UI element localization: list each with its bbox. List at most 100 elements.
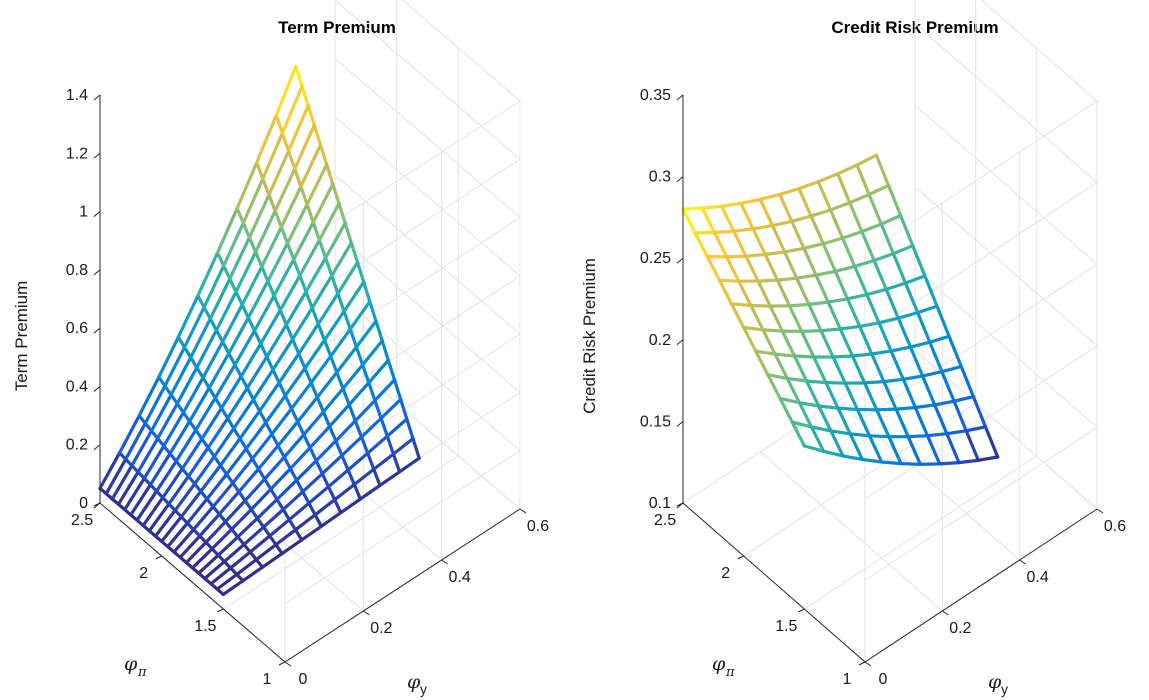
y-tick-label: 1 xyxy=(263,671,272,688)
y-tick-label: 1.5 xyxy=(194,618,216,635)
mesh-segment xyxy=(884,281,908,291)
mesh-segment xyxy=(940,370,956,403)
mesh-segment xyxy=(297,322,320,356)
mesh-segment xyxy=(831,354,855,359)
mesh-segment xyxy=(147,502,171,533)
mesh-segment xyxy=(234,290,244,307)
mesh-segment xyxy=(231,481,241,494)
mesh-segment xyxy=(353,398,377,423)
mesh-segment xyxy=(195,328,218,370)
mesh-segment xyxy=(190,547,214,570)
mesh-segment xyxy=(289,407,300,424)
mesh-segment xyxy=(288,467,299,482)
mesh-segment xyxy=(331,182,341,206)
mesh-segment xyxy=(287,149,297,171)
z-tick-label: 0.4 xyxy=(66,378,88,395)
mesh-segment xyxy=(207,386,217,400)
mesh-segment xyxy=(865,287,888,297)
mesh-segment xyxy=(882,377,905,384)
mesh-segment xyxy=(268,534,278,547)
mesh-segment xyxy=(766,373,789,380)
mesh-segment xyxy=(312,123,323,147)
mesh-segment xyxy=(336,260,360,296)
mesh-segment xyxy=(275,478,299,501)
mesh-segment xyxy=(334,439,344,458)
mesh-segment xyxy=(222,221,245,268)
y-tick xyxy=(93,502,101,507)
mesh-segment xyxy=(374,319,384,343)
mesh-segment xyxy=(225,472,235,485)
mesh-segment xyxy=(300,524,323,542)
y-tick xyxy=(217,608,224,613)
mesh-segment xyxy=(341,363,365,391)
mesh-segment xyxy=(352,482,362,501)
mesh-segment xyxy=(380,339,390,362)
mesh-segment xyxy=(287,501,311,522)
mesh-segment xyxy=(298,238,321,278)
z-tick-label: 0.2 xyxy=(649,332,671,349)
mesh-segment xyxy=(274,64,298,117)
mesh-segment xyxy=(217,512,228,524)
mesh-segment xyxy=(251,368,275,402)
mesh-segment xyxy=(163,345,187,388)
mesh-segment xyxy=(193,454,216,486)
y-tick xyxy=(155,555,162,560)
mesh-segment xyxy=(754,349,770,377)
mesh-segment xyxy=(802,444,826,453)
mesh-segment xyxy=(302,410,325,437)
mesh-segment xyxy=(840,236,857,268)
mesh-segment xyxy=(299,143,323,189)
wall-grid-line xyxy=(334,116,521,277)
mesh-segment xyxy=(221,303,244,344)
mesh-segment xyxy=(326,485,337,502)
mesh-segment xyxy=(935,304,951,338)
mesh-segment xyxy=(287,518,298,532)
mesh-segment xyxy=(362,280,372,304)
mesh-segment xyxy=(270,407,294,436)
mesh-segment xyxy=(201,340,225,380)
z-tick xyxy=(676,257,684,264)
z-tick xyxy=(676,94,684,101)
mesh-segment xyxy=(314,439,338,463)
mesh-segment xyxy=(848,432,864,461)
mesh-segment xyxy=(850,352,874,358)
mesh-segment xyxy=(196,251,220,298)
mesh-segment xyxy=(800,329,823,333)
mesh-segment xyxy=(829,429,852,436)
mesh-segment xyxy=(333,498,343,515)
mesh-segment xyxy=(245,355,269,390)
z-tick xyxy=(93,327,101,334)
y-tick-label: 1 xyxy=(843,671,852,688)
mesh-segment xyxy=(153,508,177,538)
mesh-segment xyxy=(361,339,384,367)
mesh-segment xyxy=(295,459,318,482)
mesh-segment xyxy=(281,507,291,522)
mesh-segment xyxy=(262,525,272,538)
mesh-segment xyxy=(305,162,329,206)
mesh-segment xyxy=(824,381,840,410)
mesh-segment xyxy=(288,446,312,471)
mesh-segment xyxy=(301,490,311,505)
mesh-segment xyxy=(307,501,317,517)
mesh-segment xyxy=(319,511,343,528)
surface-mesh xyxy=(681,153,1000,466)
mesh-segment xyxy=(282,433,306,459)
mesh-segment xyxy=(836,163,859,176)
mesh-segment xyxy=(293,528,304,542)
mesh-segment xyxy=(379,416,389,438)
mesh-segment xyxy=(143,384,167,425)
mesh-segment xyxy=(260,551,284,569)
mesh-segment xyxy=(874,153,891,187)
mesh-segment xyxy=(276,420,300,448)
mesh-segment xyxy=(343,221,353,245)
mesh-segment xyxy=(98,451,122,490)
x-tick-label: 0.4 xyxy=(449,569,471,586)
y-tick xyxy=(737,555,744,560)
mesh-segment xyxy=(302,433,312,450)
mesh-segment xyxy=(137,375,161,418)
mesh-segment xyxy=(367,358,390,385)
mesh-segment xyxy=(282,455,292,471)
mesh-segment xyxy=(316,292,340,326)
mesh-segment xyxy=(901,374,925,381)
mesh-segment xyxy=(353,419,364,439)
